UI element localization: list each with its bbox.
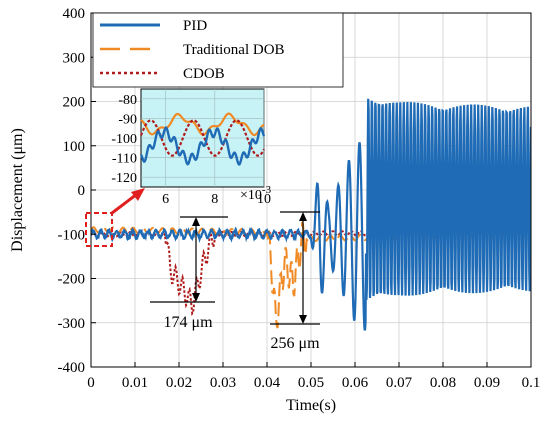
x-tick-label: 0.09	[474, 375, 500, 391]
zoom-region-box	[85, 212, 113, 247]
inset-y-tick-label: -120	[111, 171, 137, 186]
series-pid-line	[91, 98, 531, 331]
inset-x-tick-label: 10	[257, 192, 271, 207]
x-tick-label: 0.01	[122, 375, 148, 391]
y-tick-label: -300	[58, 316, 86, 332]
x-tick-label: 0.1	[522, 375, 541, 391]
inset-y-tick-label: -110	[112, 152, 137, 167]
cdob-peak-label: 174 μm	[163, 314, 213, 331]
y-axis-label: Displacement (μm)	[9, 128, 26, 252]
inset-series-pid	[139, 126, 266, 166]
y-axis-ticks: -400 -300 -200 -100 0 100 200 300 400	[58, 6, 96, 376]
x-axis-label: Time(s)	[286, 397, 336, 414]
legend-label-cdob: CDOB	[183, 66, 225, 82]
cdob-peak-measure: 174 μm	[150, 216, 228, 331]
inset-y-tick-label: -80	[118, 93, 137, 108]
x-tick-label: 0.03	[210, 375, 236, 391]
legend-label-traditional-dob: Traditional DOB	[183, 42, 285, 58]
y-tick-label: 200	[63, 95, 86, 111]
inset-y-tick-label: -90	[118, 112, 137, 127]
y-tick-label: 0	[78, 183, 86, 199]
zoom-arrow-head	[131, 188, 145, 201]
legend-label-pid: PID	[183, 18, 207, 34]
y-tick-label: 400	[63, 6, 86, 22]
inset-x-scale: ×10-3	[240, 184, 272, 203]
dob-peak-label: 256 μm	[270, 335, 320, 352]
y-tick-label: 100	[63, 139, 86, 155]
zoom-arrow-shaft	[111, 192, 138, 215]
inset-y-ticks: -80 -90 -100 -110 -120	[111, 93, 137, 186]
inset-chart: -80 -90 -100 -110 -120 6 8 10 ×10-3	[111, 88, 272, 207]
y-tick-label: -400	[58, 360, 86, 376]
y-tick-label: 300	[63, 50, 86, 66]
series-layer	[91, 98, 531, 331]
y-tick-label: -200	[58, 272, 86, 288]
inset-x-tick-label: 6	[162, 192, 169, 207]
x-tick-label: 0.04	[254, 375, 281, 391]
inset-series-layer	[139, 112, 266, 166]
x-tick-label: 0.05	[298, 375, 324, 391]
inset-x-ticks: 6 8 10	[162, 192, 271, 207]
series-cdob-line	[91, 228, 531, 316]
x-axis-ticks: 0 0.01 0.02 0.03 0.04 0.05 0.06 0.07 0.08 0.09 0.1	[87, 362, 540, 391]
x-tick-label: 0	[87, 375, 95, 391]
x-tick-label: 0.06	[342, 375, 369, 391]
inset-x-tick-label: 8	[211, 192, 218, 207]
inset-y-tick-label: -100	[111, 132, 137, 147]
dob-peak-measure: 256 μm	[270, 211, 320, 352]
y-tick-label: -100	[58, 227, 86, 243]
legend: PID Traditional DOB CDOB	[92, 12, 344, 88]
x-tick-label: 0.07	[386, 375, 413, 391]
x-tick-label: 0.08	[430, 375, 456, 391]
x-tick-label: 0.02	[166, 375, 192, 391]
